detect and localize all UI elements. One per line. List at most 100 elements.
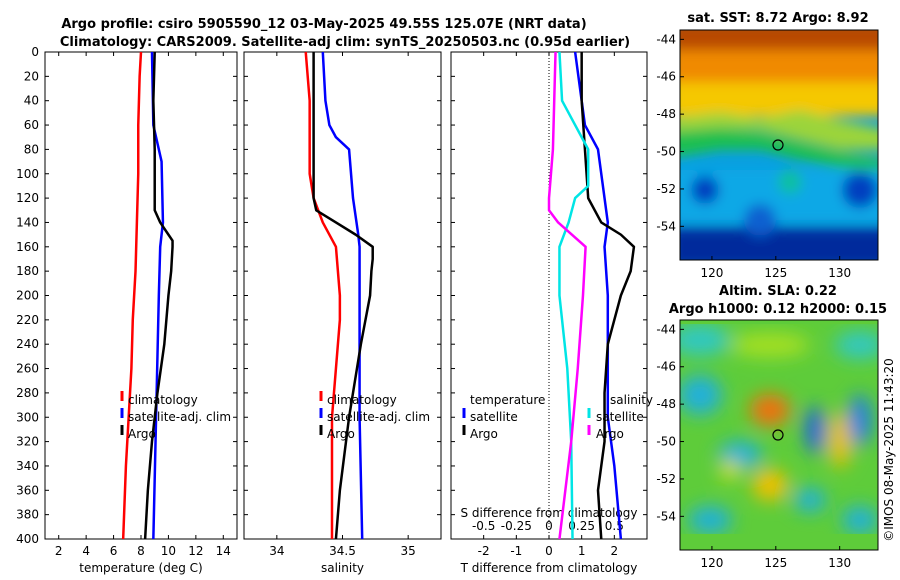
map-y-tick-label: -46 bbox=[656, 360, 676, 374]
argo-marker-sla bbox=[772, 429, 784, 441]
sla-map-subtitle: Argo h1000: 0.12 h2000: 0.15 bbox=[669, 302, 887, 317]
x-tick-label: 4 bbox=[82, 544, 90, 558]
sla-map-axes: 120 125 130 -44 -46 -48 -50 -52 -54 bbox=[656, 322, 851, 570]
title-line2: Climatology: CARS2009. Satellite-adj cli… bbox=[60, 35, 630, 50]
series-line-satellite-adj-clim bbox=[321, 51, 364, 540]
map-y-tick-label: -54 bbox=[656, 219, 676, 233]
y-tick-label: 280 bbox=[16, 386, 39, 400]
x-tick-label: 35 bbox=[401, 544, 416, 558]
x-tick-label: 34.5 bbox=[329, 544, 356, 558]
title-line1: Argo profile: csiro 5905590_12 03-May-20… bbox=[61, 17, 586, 32]
s-tick-label: 0 bbox=[545, 519, 553, 533]
s-tick-label: 0.25 bbox=[568, 519, 595, 533]
x-tick-label: -2 bbox=[478, 544, 490, 558]
map-y-tick-label: -48 bbox=[656, 397, 676, 411]
y-tick-label: 40 bbox=[24, 94, 39, 108]
y-tick-label: 80 bbox=[24, 142, 39, 156]
sst-map-title: sat. SST: 8.72 Argo: 8.92 bbox=[687, 11, 868, 26]
legend-label: satellite-adj. clim bbox=[327, 410, 430, 424]
x-tick-label: 1 bbox=[578, 544, 586, 558]
legend-label: satellite-adj. clim bbox=[128, 410, 231, 424]
legend-label: Argo bbox=[128, 427, 156, 441]
legend-label: Argo bbox=[470, 427, 498, 441]
s-axis-label: S difference from climatology bbox=[461, 506, 638, 520]
y-tick-label: 60 bbox=[24, 118, 39, 132]
y-tick-label: 260 bbox=[16, 362, 39, 376]
y-tick-label: 0 bbox=[31, 45, 39, 59]
y-tick-label: 400 bbox=[16, 532, 39, 546]
y-tick-label: 340 bbox=[16, 459, 39, 473]
series-line-climatology bbox=[121, 51, 143, 540]
x-tick-label: -1 bbox=[510, 544, 522, 558]
map-y-tick-label: -50 bbox=[656, 145, 676, 159]
y-tick-label: 140 bbox=[16, 215, 39, 229]
x-axis-label: temperature (deg C) bbox=[79, 561, 202, 575]
legend-label: climatology bbox=[327, 393, 397, 407]
map-y-tick-label: -44 bbox=[656, 322, 676, 336]
series-line-argo bbox=[143, 51, 174, 540]
y-tick-label: 120 bbox=[16, 191, 39, 205]
x-tick-label: 2 bbox=[611, 544, 619, 558]
imos-watermark: ©IMOS 08-May-2025 11:43:20 bbox=[882, 358, 896, 542]
y-tick-label: 380 bbox=[16, 508, 39, 522]
x-tick-label: 34 bbox=[269, 544, 284, 558]
x-tick-label: 8 bbox=[137, 544, 145, 558]
y-tick-label: 180 bbox=[16, 264, 39, 278]
map-y-tick-label: -48 bbox=[656, 107, 676, 121]
x-tick-label: 0 bbox=[545, 544, 553, 558]
map-y-tick-label: -44 bbox=[656, 32, 676, 46]
legend-label: satellite bbox=[596, 410, 644, 424]
s-tick-label: -0.5 bbox=[472, 519, 495, 533]
x-tick-label: 10 bbox=[161, 544, 176, 558]
x-axis-label: salinity bbox=[321, 561, 364, 575]
map-x-tick-label: 130 bbox=[828, 266, 851, 280]
sla-map-title: Altim. SLA: 0.22 bbox=[719, 284, 837, 299]
legend-label: climatology bbox=[128, 393, 198, 407]
y-tick-label: 360 bbox=[16, 483, 39, 497]
x-tick-label: 2 bbox=[55, 544, 63, 558]
y-tick-label: 20 bbox=[24, 69, 39, 83]
map-y-tick-label: -52 bbox=[656, 472, 676, 486]
map-x-tick-label: 125 bbox=[764, 266, 787, 280]
salinity-panel: 34 34.5 35 salinity climatology satellite-adj… bbox=[243, 51, 442, 575]
series-line-t-argo bbox=[580, 52, 636, 540]
map-x-tick-label: 125 bbox=[764, 556, 787, 570]
series-line-climatology bbox=[304, 51, 342, 539]
temperature-panel: 0 20 40 60 80 100 120 140 160 180 200 220 240 260 280 3… bbox=[16, 45, 238, 575]
map-y-tick-label: -50 bbox=[656, 435, 676, 449]
map-y-tick-label: -52 bbox=[656, 182, 676, 196]
y-tick-label: 240 bbox=[16, 337, 39, 351]
sst-map-axes: 120 125 130 -44 -46 -48 -50 -52 -54 bbox=[656, 32, 851, 280]
y-tick-label: 300 bbox=[16, 410, 39, 424]
series-line-t-satellite bbox=[573, 51, 623, 540]
legend-title-salinity: salinity bbox=[610, 393, 653, 407]
difference-panel: -2 -1 0 1 2 T difference from climatology -0.5… bbox=[450, 51, 653, 575]
legend-title-temperature: temperature bbox=[470, 393, 545, 407]
y-tick-label: 220 bbox=[16, 313, 39, 327]
x-tick-label: 6 bbox=[110, 544, 118, 558]
y-tick-label: 200 bbox=[16, 289, 39, 303]
series-line-s-satellite bbox=[558, 51, 590, 540]
x-axis-label: T difference from climatology bbox=[460, 561, 638, 575]
series-line-argo bbox=[312, 52, 374, 540]
sla-map: 120 125 130 -44 -46 -48 -50 -52 -54 Altim. SLA: … bbox=[656, 284, 887, 570]
s-tick-label: -0.25 bbox=[501, 519, 532, 533]
x-tick-label: 14 bbox=[216, 544, 231, 558]
legend-label: Argo bbox=[596, 427, 624, 441]
y-tick-label: 320 bbox=[16, 435, 39, 449]
argo-marker-sst bbox=[772, 139, 784, 151]
x-tick-label: 12 bbox=[188, 544, 203, 558]
map-x-tick-label: 130 bbox=[828, 556, 851, 570]
map-y-tick-label: -54 bbox=[656, 509, 676, 523]
legend-label: satellite bbox=[470, 410, 518, 424]
map-x-tick-label: 120 bbox=[700, 266, 723, 280]
y-tick-label: 100 bbox=[16, 167, 39, 181]
y-tick-label: 160 bbox=[16, 240, 39, 254]
map-x-tick-label: 120 bbox=[700, 556, 723, 570]
salinity-frame bbox=[243, 51, 442, 540]
sst-map: 120 125 130 -44 -46 -48 -50 -52 -54 sat. SST: 8.… bbox=[656, 11, 879, 280]
map-y-tick-label: -46 bbox=[656, 70, 676, 84]
temperature-frame bbox=[44, 51, 238, 540]
series-line-s-argo bbox=[547, 51, 587, 540]
